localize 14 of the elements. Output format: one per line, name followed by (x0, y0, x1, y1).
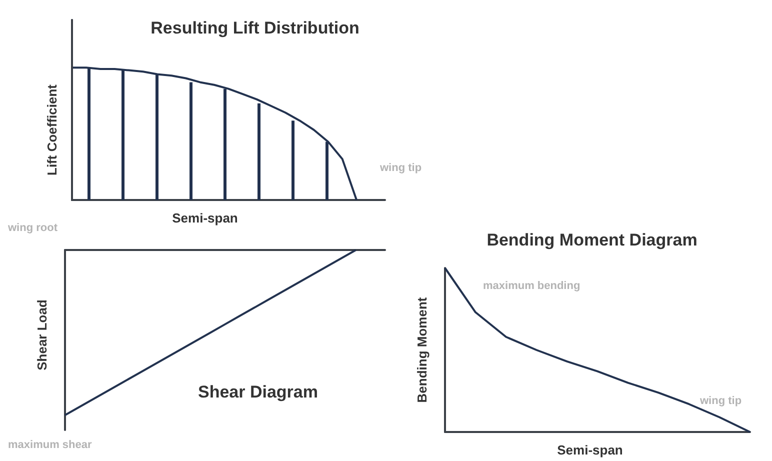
y-axis-title: Shear Load (34, 300, 50, 370)
bar (292, 120, 294, 200)
chart-title: Bending Moment Diagram (486, 230, 698, 250)
chart-title: Resulting Lift Distribution (150, 18, 360, 38)
y-axis-title: Lift Coefficient (44, 84, 60, 176)
text: Shear Diagram (198, 382, 318, 402)
text: wing root (7, 222, 58, 234)
annotation: wing tip (379, 162, 422, 174)
annotation: wing tip (699, 395, 742, 407)
text: maximum shear (8, 439, 92, 451)
annotation: maximum bending (483, 280, 580, 292)
y-axis-title: Bending Moment (414, 296, 430, 403)
x-axis-title: Semi-span (557, 442, 623, 458)
x-axis-title: Semi-span (172, 210, 238, 226)
